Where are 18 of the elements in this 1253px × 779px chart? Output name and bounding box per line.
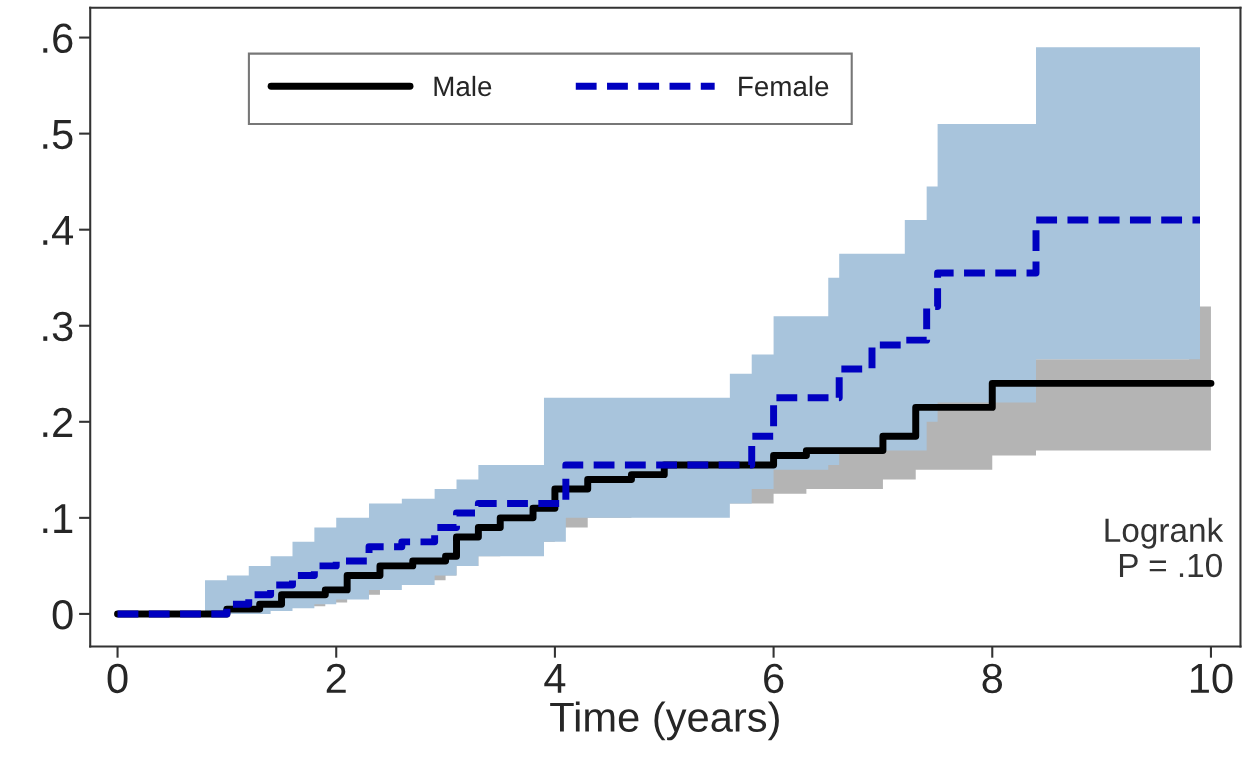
y-tick-label: 0	[52, 599, 73, 630]
x-axis-title: Time (years)	[550, 701, 779, 741]
legend-label: Female	[739, 75, 829, 97]
x-tick-label: 2	[326, 663, 346, 693]
y-tick-label: .6	[43, 23, 73, 54]
annotation: Logrank	[1105, 517, 1224, 549]
x-tick-label: 0	[107, 663, 128, 694]
y-tick-label: .4	[43, 216, 74, 245]
x-tick-label: 6	[764, 663, 784, 694]
y-tick-label: .2	[43, 407, 73, 437]
x-tick-label: 4	[544, 664, 566, 693]
y-tick-label: .3	[43, 311, 73, 342]
x-tick-label: 8	[982, 663, 1003, 694]
legend-label: Male	[434, 75, 492, 97]
y-tick-label: .5	[43, 120, 73, 150]
x-tick-label: 10	[1190, 663, 1233, 694]
annotation: P = .10	[1119, 553, 1222, 578]
y-tick-label: .1	[43, 504, 73, 533]
